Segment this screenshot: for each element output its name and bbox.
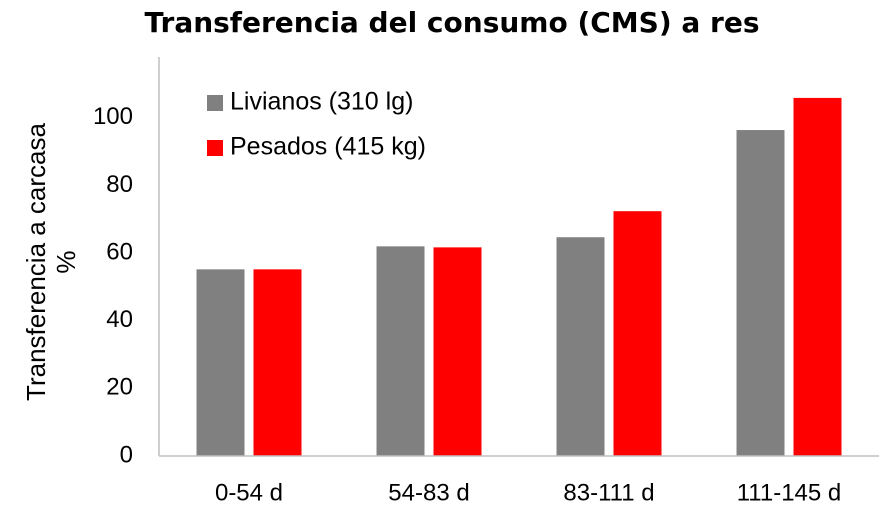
x-tick-label: 111-145 d <box>737 479 842 506</box>
y-label-line: % <box>51 250 81 273</box>
legend-label: Pesados (415 kg) <box>230 133 426 161</box>
legend-label: Livianos (310 lg) <box>230 88 413 116</box>
y-tick-label: 20 <box>106 374 133 401</box>
y-tick-label: 60 <box>106 238 133 265</box>
bar <box>433 247 482 456</box>
bar <box>556 237 605 456</box>
x-tick-label: 0-54 d <box>215 479 283 506</box>
y-tick-label: 100 <box>93 103 133 130</box>
x-tick-label: 83-111 d <box>563 479 654 506</box>
y-tick-label: 0 <box>120 441 133 468</box>
bar <box>613 211 662 456</box>
bar <box>736 130 785 456</box>
chart-title: Transferencia del consumo (CMS) a res <box>144 6 759 39</box>
x-tick-label: 54-83 d <box>388 479 469 506</box>
y-label-line: Transferencia a carcasa <box>21 122 51 400</box>
legend-swatch <box>207 95 223 111</box>
y-tick-label: 80 <box>106 171 133 198</box>
y-axis-label: Transferencia a carcasa % <box>21 122 81 400</box>
bar <box>253 269 302 456</box>
bar <box>793 97 842 457</box>
y-tick-label: 40 <box>106 306 133 333</box>
legend-swatch <box>207 140 223 156</box>
bar <box>196 269 245 456</box>
bar <box>376 246 425 456</box>
